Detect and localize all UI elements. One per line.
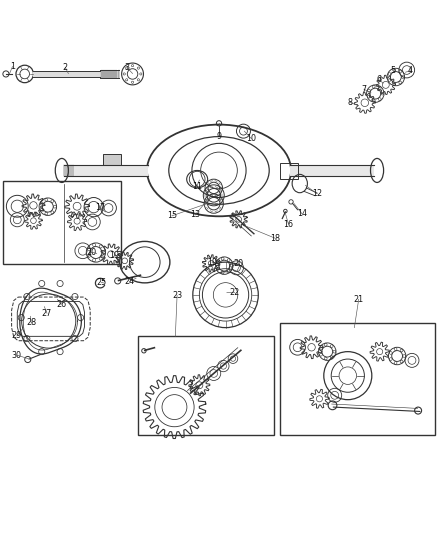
- Text: 18: 18: [270, 233, 280, 243]
- Text: 6: 6: [376, 75, 381, 84]
- Text: 14: 14: [297, 209, 307, 218]
- Text: 22: 22: [230, 288, 240, 297]
- Text: 3: 3: [125, 63, 130, 72]
- Text: 4: 4: [407, 67, 412, 75]
- Text: 12: 12: [312, 189, 322, 198]
- Text: 26: 26: [56, 300, 66, 309]
- Text: 7: 7: [361, 85, 367, 94]
- Bar: [103, 154, 121, 165]
- Text: 13: 13: [190, 211, 200, 220]
- Text: 17: 17: [95, 204, 105, 213]
- Text: 8: 8: [347, 98, 353, 107]
- Text: 25: 25: [96, 278, 106, 287]
- Text: 24: 24: [124, 277, 134, 286]
- Text: 20: 20: [233, 260, 244, 269]
- Text: 10: 10: [246, 134, 256, 143]
- Text: 28: 28: [26, 318, 36, 327]
- Text: 9: 9: [216, 132, 222, 141]
- Text: 15: 15: [167, 212, 177, 220]
- Text: 11: 11: [192, 182, 202, 191]
- Text: 19: 19: [207, 257, 217, 266]
- Text: 27: 27: [42, 309, 52, 318]
- Text: 29: 29: [12, 332, 22, 341]
- Text: 5: 5: [390, 66, 396, 75]
- Bar: [280, 323, 435, 434]
- Text: 16: 16: [283, 220, 293, 229]
- Text: 2: 2: [63, 63, 68, 72]
- Text: 1: 1: [10, 62, 15, 71]
- Text: 21: 21: [353, 295, 364, 304]
- Text: 20: 20: [86, 248, 96, 256]
- Bar: [138, 336, 274, 434]
- Bar: [3, 181, 121, 264]
- Text: 19: 19: [110, 251, 120, 260]
- Text: 23: 23: [172, 291, 182, 300]
- Bar: [280, 163, 297, 179]
- Text: 30: 30: [12, 351, 22, 360]
